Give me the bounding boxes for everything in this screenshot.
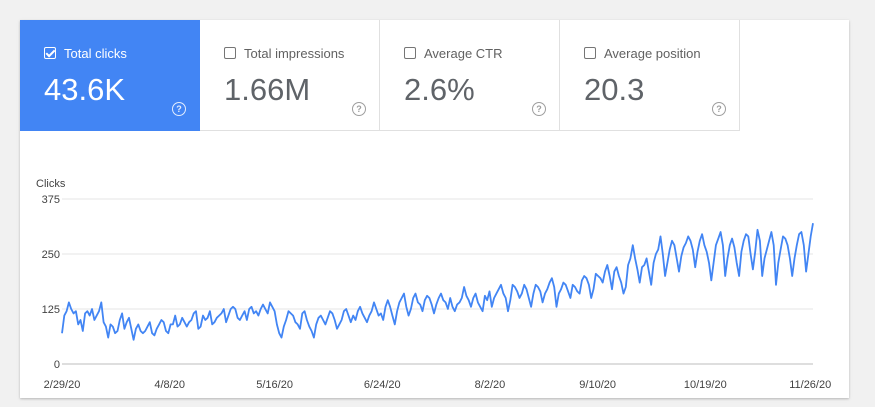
clicks-line-chart: Clicks 0 125 250 375 2/29/20 4/8/20 5/16/20 6/… [36,178,832,391]
checkbox-icon[interactable] [584,47,596,59]
y-axis-label: Clicks [36,178,66,190]
x-axis-ticks: 2/29/20 4/8/20 5/16/20 6/24/20 8/2/20 9/10/20… [44,379,832,391]
metric-label: Average position [604,46,701,61]
metric-label: Average CTR [424,46,503,61]
metric-value: 1.66M [224,72,311,107]
chart-series [61,223,814,341]
metric-tabs: Total clicks 43.6K ? Total impressions 1… [20,20,740,131]
performance-card: Total clicks 43.6K ? Total impressions 1… [20,20,849,398]
y-axis-ticks: 0 125 250 375 [42,194,60,371]
metric-average-position[interactable]: Average position 20.3 ? [560,20,740,131]
x-tick-label: 8/2/20 [475,379,506,391]
y-tick-label: 250 [42,249,60,261]
x-tick-label: 4/8/20 [154,379,185,391]
x-tick-label: 2/29/20 [44,379,81,391]
y-tick-label: 0 [54,359,60,371]
help-icon[interactable]: ? [712,102,726,116]
metric-average-ctr[interactable]: Average CTR 2.6% ? [380,20,560,131]
metric-value: 20.3 [584,72,645,107]
x-tick-label: 6/24/20 [364,379,401,391]
metric-total-clicks[interactable]: Total clicks 43.6K ? [20,20,200,131]
clicks-series-line [61,223,814,341]
metric-value: 2.6% [404,72,475,107]
x-tick-label: 9/10/20 [579,379,616,391]
help-icon[interactable]: ? [532,102,546,116]
x-tick-label: 10/19/20 [684,379,727,391]
chart-grid [62,198,813,365]
y-tick-label: 125 [42,304,60,316]
metric-total-impressions[interactable]: Total impressions 1.66M ? [200,20,380,131]
x-tick-label: 5/16/20 [256,379,293,391]
y-tick-label: 375 [42,194,60,206]
checkbox-icon[interactable] [224,47,236,59]
metric-label: Total clicks [64,46,127,61]
metric-label: Total impressions [244,46,345,61]
checkbox-icon[interactable] [404,47,416,59]
help-icon[interactable]: ? [172,102,186,116]
checkbox-checked-icon[interactable] [44,47,56,59]
x-tick-label: 11/26/20 [789,379,831,391]
help-icon[interactable]: ? [352,102,366,116]
metric-value: 43.6K [44,72,126,107]
